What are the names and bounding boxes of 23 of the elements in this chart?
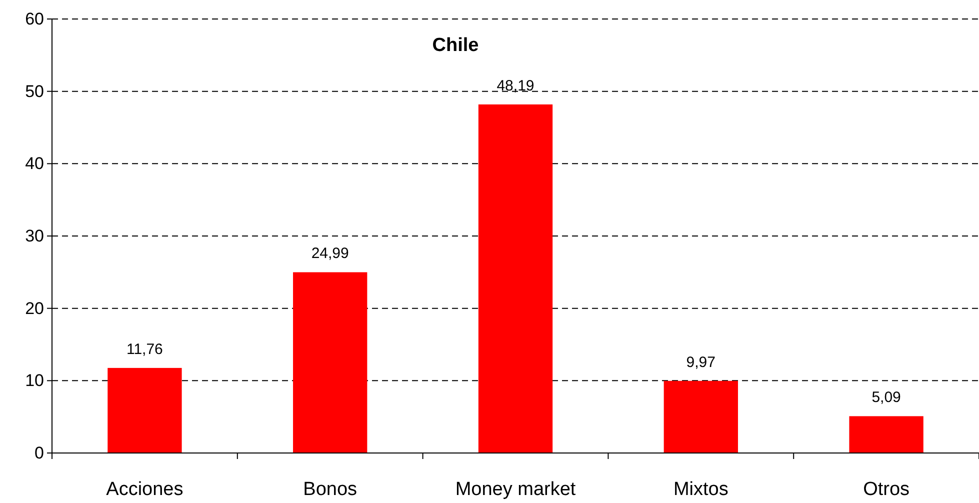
y-tick-label: 0	[34, 443, 44, 462]
text: Chile	[432, 35, 479, 56]
data-label: 5,09	[872, 389, 901, 406]
y-tick-label: 10	[25, 371, 44, 390]
y-tick-label: 30	[25, 226, 44, 246]
y-tick-label: 60	[25, 9, 44, 28]
bar	[293, 272, 368, 453]
x-tick-label: Mixtos	[673, 479, 728, 500]
x-tick-label: Money market	[455, 479, 576, 500]
bar	[849, 416, 924, 453]
data-label: 48,19	[496, 77, 534, 94]
data-label: 11,76	[126, 340, 163, 358]
bar	[108, 368, 182, 453]
x-tick-label: Otros	[863, 479, 910, 500]
data-label: 9,97	[686, 354, 716, 371]
data-label: 24,99	[311, 245, 349, 262]
bar	[478, 104, 553, 453]
x-tick-label: Acciones	[106, 479, 184, 500]
x-tick-label: Bonos	[303, 479, 358, 500]
y-tick-label: 20	[25, 298, 44, 318]
y-tick-label: 40	[25, 154, 44, 174]
y-tick-label: 50	[25, 82, 44, 101]
bar	[664, 380, 738, 453]
